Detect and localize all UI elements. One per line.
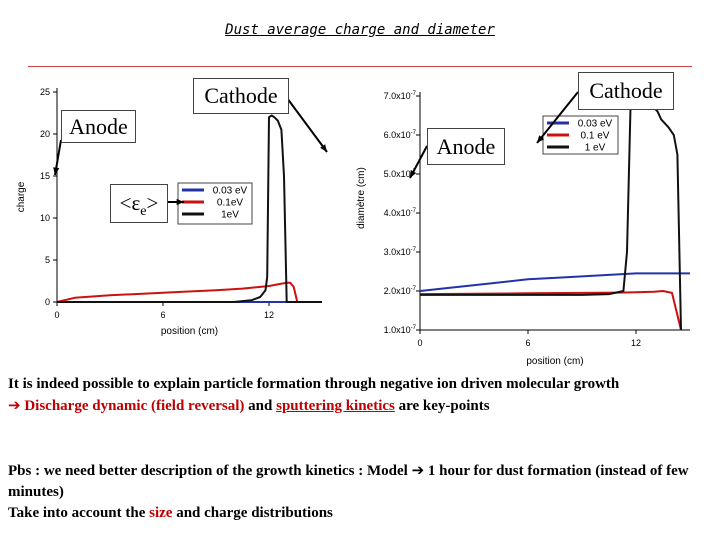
anode-right-arrow-head (410, 170, 417, 178)
take-text-a: Take into account the (8, 505, 150, 521)
legend-pointer-arrow-head (176, 198, 184, 206)
cathode-label-left: Cathode (193, 78, 289, 114)
right-x-axis-label: position (cm) (526, 356, 583, 367)
right-legend-label: 1 eV (585, 143, 606, 154)
right-xtick-label: 6 (525, 338, 530, 348)
left-legend-label: 0.1eV (217, 198, 243, 209)
left-ytick-label: 25 (40, 87, 50, 97)
left-series-0-1ev (56, 281, 322, 303)
right-ytick-label: 2.0x10-7 (384, 286, 417, 296)
pbs-text-a: Pbs : we need better description of the … (8, 463, 412, 479)
ee-sub: e (140, 204, 147, 220)
right-legend-label: 0.1 eV (581, 131, 610, 142)
page-title: Dust average charge and diameter (225, 22, 495, 38)
charts-canvas: 0 5 10 15 20 25 0 6 12 position (cm) charge 0.03 eV… (16, 87, 690, 367)
right-ytick-label: 1.0x10-7 (384, 325, 417, 335)
left-legend-label: 1eV (221, 210, 239, 221)
right-xtick-label: 12 (631, 338, 641, 348)
left-series-1ev (57, 114, 322, 303)
right-series-0-1-ev (419, 290, 682, 331)
left-xtick-label: 12 (264, 310, 274, 320)
title-divider (28, 66, 692, 67)
left-xtick-label: 6 (160, 310, 165, 320)
left-x-axis-label: position (cm) (161, 326, 218, 337)
cathode-right-arrow-head (537, 135, 545, 143)
right-ytick-label: 6.0x10-7 (384, 130, 417, 140)
left-ytick-label: 0 (45, 297, 50, 307)
and-text: and (244, 398, 277, 414)
left-y-axis-label: charge (16, 181, 27, 212)
problems-paragraph: Pbs : we need better description of the … (8, 460, 714, 524)
left-legend-label: 0.03 eV (213, 186, 248, 197)
left-xtick-label: 0 (54, 310, 59, 320)
conclusion-paragraph: It is indeed possible to explain particl… (8, 374, 714, 417)
left-ytick-label: 15 (40, 171, 50, 181)
ee-base: <ε (119, 191, 141, 215)
conclusion-line: It is indeed possible to explain particl… (8, 376, 620, 392)
key-points-text: are key-points (394, 398, 490, 414)
cathode-left-arrow (286, 97, 328, 153)
take-text-b: and charge distributions (172, 505, 333, 521)
electron-energy-legend-title: <εe> (110, 184, 168, 223)
arrow-icon-2: ➔ (411, 461, 425, 479)
right-ytick-label: 3.0x10-7 (384, 247, 417, 257)
left-ytick-label: 5 (45, 255, 50, 265)
cathode-label-right: Cathode (578, 72, 674, 110)
anode-label-left: Anode (61, 110, 136, 143)
pbs-text-b: 1 hour for dust formation (instead of fe… (8, 463, 689, 500)
ee-close: > (146, 191, 159, 215)
cathode-right-arrow (536, 91, 579, 144)
right-legend-label: 0.03 eV (578, 119, 613, 130)
right-y-axis-label: diamètre (cm) (356, 167, 367, 229)
left-ytick-label: 20 (40, 129, 50, 139)
right-xtick-label: 0 (417, 338, 422, 348)
anode-left-arrow-head (53, 167, 60, 175)
discharge-dynamic-text: Discharge dynamic (field reversal) (24, 398, 245, 414)
arrow-icon: ➔ (8, 396, 21, 414)
right-ytick-label: 7.0x10-7 (384, 91, 417, 101)
anode-label-right: Anode (427, 128, 505, 165)
right-series-0-03-ev (419, 272, 690, 292)
sputtering-kinetics-text: sputtering kinetics (276, 398, 395, 414)
cathode-left-arrow-head (320, 144, 327, 152)
size-text: size (149, 505, 173, 521)
right-ytick-label: 4.0x10-7 (384, 208, 417, 218)
left-ytick-label: 10 (40, 213, 50, 223)
